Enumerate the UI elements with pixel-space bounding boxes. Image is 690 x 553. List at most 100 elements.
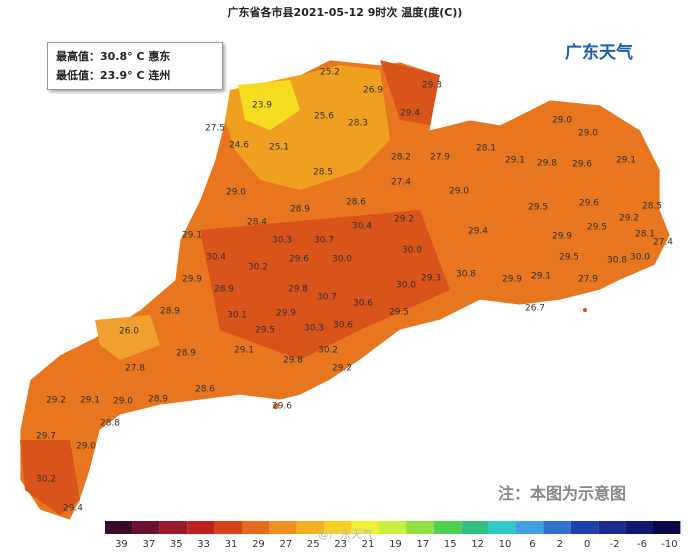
- station-label: 29.9: [552, 232, 572, 242]
- legend-swatch: [105, 521, 133, 534]
- station-label: 27.9: [430, 153, 450, 163]
- legend-label: 29: [252, 539, 265, 550]
- station-label: 26.9: [363, 86, 383, 96]
- station-label: 29.5: [255, 326, 275, 336]
- station-label: 28.9: [148, 395, 168, 405]
- legend-swatch: [296, 521, 325, 534]
- station-label: 30.4: [352, 222, 372, 232]
- station-label: 28.4: [247, 218, 267, 228]
- station-label: 29.1: [80, 396, 100, 406]
- station-label: 28.5: [313, 168, 333, 178]
- legend-label: -10: [661, 539, 677, 550]
- legend-swatch: [269, 521, 297, 534]
- legend-label: -2: [610, 539, 620, 550]
- station-label: 23.9: [252, 101, 272, 111]
- station-label: 29.6: [272, 402, 292, 412]
- station-label: 30.6: [353, 299, 373, 309]
- legend-label: 25: [307, 539, 320, 550]
- station-label: 28.9: [290, 205, 310, 215]
- station-label: 28.1: [635, 230, 655, 240]
- station-label: 27.9: [578, 275, 598, 285]
- legend-swatch: [242, 521, 270, 534]
- logo: 广东天气: [565, 43, 633, 63]
- station-label: 24.6: [229, 141, 249, 151]
- station-label: 28.3: [348, 119, 368, 129]
- station-label: 29.5: [587, 223, 607, 233]
- legend-label: 15: [444, 539, 457, 550]
- legend-swatch: [570, 521, 599, 534]
- station-label: 27.8: [125, 364, 145, 374]
- station-label: 28.5: [642, 202, 662, 212]
- legend-swatch: [187, 521, 215, 534]
- station-label: 28.1: [476, 144, 496, 154]
- station-label: 29.8: [537, 159, 557, 169]
- hot-zone: [200, 210, 450, 360]
- station-label: 29.1: [616, 156, 636, 166]
- station-label: 29.0: [578, 129, 598, 139]
- legend-swatch: [351, 521, 379, 534]
- station-label: 29.0: [113, 397, 133, 407]
- station-label: 29.1: [182, 231, 202, 241]
- station-label: 27.5: [205, 124, 225, 134]
- station-label: 28.8: [100, 419, 120, 429]
- station-label: 29.2: [394, 215, 414, 225]
- title: 广东省各市县2021-05-12 9时次 温度(度(C)): [227, 6, 463, 19]
- legend: 39 37 35 33 31 29 27 25 23 21 19 17 15 12 10 6 2 0 -2 -6 -10: [105, 521, 681, 550]
- station-label: 29.2: [619, 214, 639, 224]
- legend-swatch: [214, 521, 242, 534]
- station-label: 27.4: [391, 178, 411, 188]
- hot-zone: [20, 440, 80, 515]
- station-label: 28.2: [391, 153, 411, 163]
- station-label: 27.4: [653, 238, 673, 248]
- station-label: 29.7: [36, 432, 56, 442]
- legend-swatch: [433, 521, 462, 534]
- island: [583, 308, 587, 312]
- legend-swatch: [598, 521, 626, 534]
- station-label: 30.8: [607, 256, 627, 266]
- station-label: 30.3: [304, 324, 324, 334]
- legend-swatch: [488, 521, 516, 534]
- coolest-zone: [238, 80, 300, 130]
- station-label: 30.0: [396, 281, 416, 291]
- island: [273, 403, 279, 409]
- legend-swatch: [461, 521, 489, 534]
- station-label: 29.6: [579, 199, 599, 209]
- station-label: 30.0: [402, 246, 422, 256]
- legend-label: 33: [197, 539, 210, 550]
- legend-swatch: [379, 521, 407, 534]
- station-label: 30.3: [272, 236, 292, 246]
- station-label: 30.2: [248, 263, 268, 273]
- station-label: 29.3: [422, 81, 442, 91]
- legend-label: 39: [115, 539, 128, 550]
- max-value: 最高值：30.8° C 惠东: [56, 50, 171, 63]
- station-label: 28.9: [214, 285, 234, 295]
- legend-label: 27: [279, 539, 292, 550]
- station-label: 29.0: [449, 187, 469, 197]
- station-label: 30.0: [332, 255, 352, 265]
- station-label: 29.4: [468, 227, 488, 237]
- station-label: 30.2: [318, 346, 338, 356]
- legend-swatch: [406, 521, 434, 534]
- hot-zone: [380, 60, 440, 125]
- legend-label: 0: [584, 539, 590, 550]
- legend-label: 35: [170, 539, 183, 550]
- legend-label: 21: [362, 539, 375, 550]
- station-label: 30.8: [456, 270, 476, 280]
- station-label: 28.6: [346, 198, 366, 208]
- station-label: 29.2: [332, 364, 352, 374]
- legend-swatch: [159, 521, 188, 534]
- station-label: 29.1: [531, 272, 551, 282]
- station-label: 30.7: [317, 293, 337, 303]
- station-label: 29.9: [276, 309, 296, 319]
- station-label: 29.0: [226, 188, 246, 198]
- station-label: 29.8: [288, 285, 308, 295]
- station-label: 29.9: [182, 275, 202, 285]
- legend-label: 17: [416, 539, 429, 550]
- station-label: 29.1: [505, 156, 525, 166]
- station-label: 29.4: [63, 504, 83, 514]
- legend-swatch: [516, 521, 544, 534]
- note: 注：本图为示意图: [498, 484, 627, 503]
- station-label: 29.2: [46, 396, 66, 406]
- station-label: 29.5: [528, 203, 548, 213]
